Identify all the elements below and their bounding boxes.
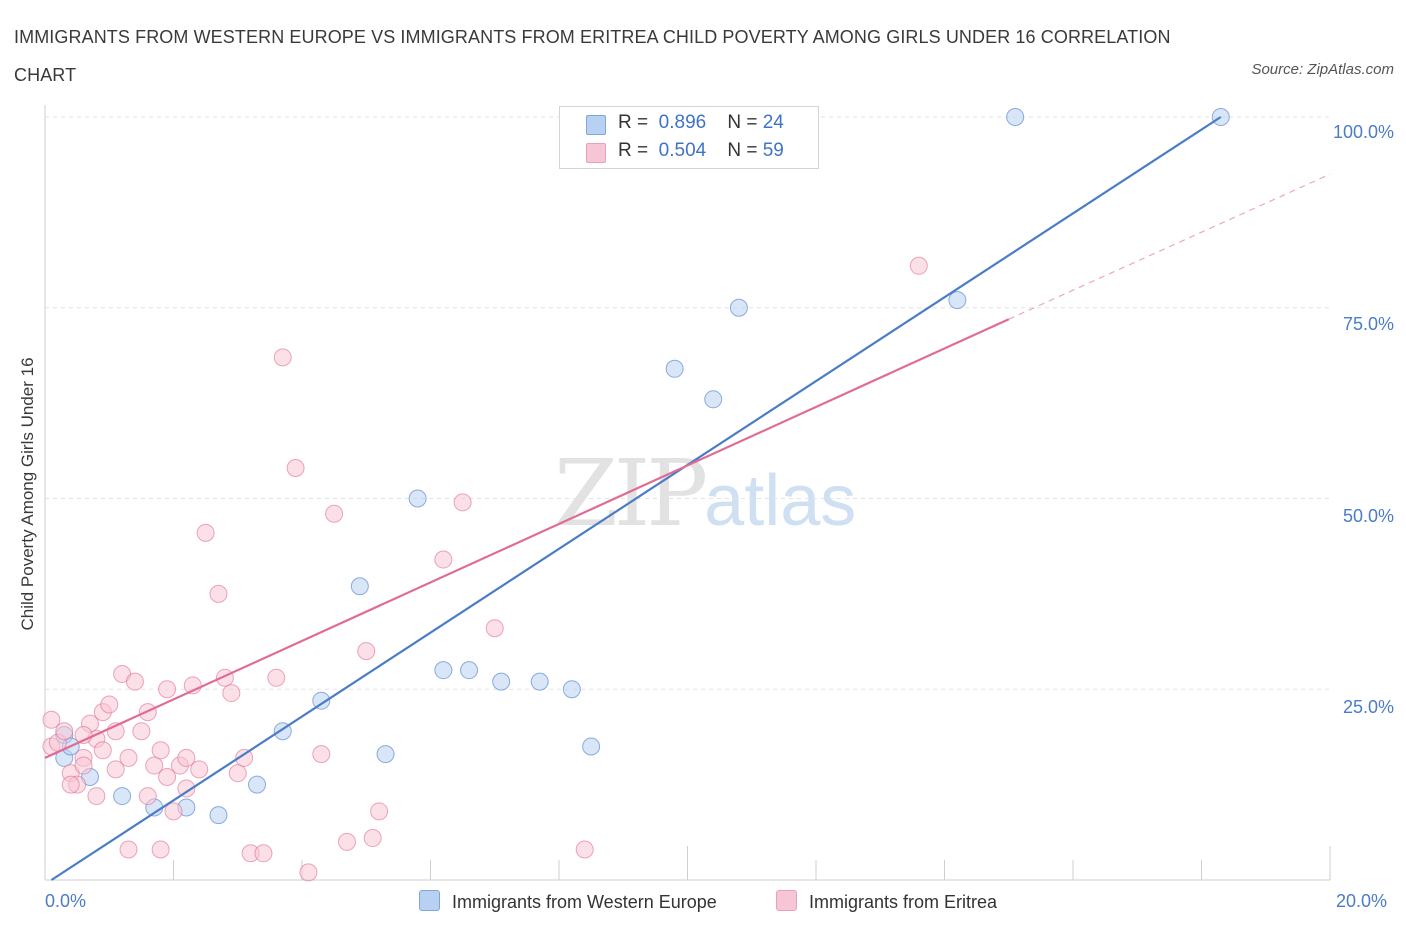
data-point-eritrea [190,760,209,779]
series-swatch-blue [586,115,606,135]
data-point-eritrea [209,584,228,603]
data-point-eritrea [235,748,254,767]
data-point-western-europe [1006,108,1025,126]
watermark-zip: ZIP [554,440,708,547]
source-label: Source: ZipAtlas.com [1251,61,1394,78]
legend-swatch-blue [419,890,440,911]
data-point-western-europe [408,489,427,508]
data-point-western-europe [376,745,395,764]
watermark: ZIPatlas [554,440,856,547]
data-point-western-europe [113,787,132,806]
legend-label: Immigrants from Western Europe [452,892,717,912]
data-point-eritrea [125,672,144,691]
watermark-atlas: atlas [704,461,857,541]
data-point-eritrea [453,493,472,512]
data-point-western-europe [350,577,369,596]
r-label: R = [618,140,649,161]
data-point-eritrea [357,642,376,661]
data-point-eritrea [106,760,125,779]
data-point-eritrea [299,863,318,882]
n-value: 24 [762,112,784,133]
data-point-eritrea [267,668,286,687]
n-label: N = [727,140,758,161]
data-point-eritrea [158,767,177,786]
n-value: 59 [762,140,784,161]
data-point-eritrea [61,775,80,794]
legend-label: Immigrants from Eritrea [809,892,998,912]
data-point-eritrea [100,695,119,714]
r-label: R = [618,112,649,133]
data-point-eritrea [909,256,928,275]
r-value: 0.504 [658,140,707,161]
data-point-eritrea [151,840,170,859]
data-point-eritrea [325,504,344,523]
data-point-eritrea [312,745,331,764]
data-point-western-europe [948,291,967,310]
data-point-eritrea [145,756,164,775]
data-point-eritrea [337,832,356,851]
trend-line-western-europe [50,116,1222,881]
data-point-eritrea [254,844,273,863]
y-axis-label: Child Poverty Among Girls Under 16 [18,357,37,631]
n-label: N = [727,112,758,133]
data-point-western-europe [434,661,453,680]
data-point-western-europe [248,775,267,794]
data-point-eritrea [158,680,177,699]
trend-line-eritrea [44,318,1010,759]
x-tick-label-max: 20.0% [1336,891,1388,911]
data-point-eritrea [286,458,305,477]
data-point-western-europe [665,359,684,378]
data-point-western-europe [460,661,479,680]
data-point-eritrea [370,802,389,821]
data-point-western-europe [562,680,581,699]
data-point-eritrea [119,840,138,859]
y-tick-label-25: 25.0% [1342,697,1394,717]
data-point-eritrea [74,756,93,775]
data-point-eritrea [55,722,74,741]
data-point-eritrea [434,550,453,569]
stats-legend-box: R = 0.896 N = 24 R = 0.504 N = 59 [559,106,819,169]
trend-line-eritrea-extension [1008,173,1331,320]
data-point-eritrea [42,710,61,729]
data-point-eritrea [485,619,504,638]
series-swatch-pink [586,143,606,163]
data-point-western-europe [704,390,723,409]
data-point-western-europe [582,737,601,756]
data-point-eritrea [87,787,106,806]
legend-item-western-europe[interactable]: Immigrants from Western Europe [419,890,717,913]
data-point-western-europe [209,806,228,825]
data-point-eritrea [119,748,138,767]
x-tick-label-min: 0.0% [45,891,87,911]
legend-item-eritrea[interactable]: Immigrants from Eritrea [776,890,997,913]
data-point-eritrea [93,741,112,760]
data-point-eritrea [138,787,157,806]
r-value: 0.896 [658,112,707,133]
y-tick-label-100: 100.0% [1332,122,1394,142]
data-point-eritrea [228,764,247,783]
data-point-eritrea [132,722,151,741]
data-point-eritrea [177,748,196,767]
data-point-western-europe [492,672,511,691]
data-point-western-europe [530,672,549,691]
y-tick-label-75: 75.0% [1342,314,1394,334]
data-point-western-europe [729,298,748,317]
legend-swatch-pink [776,890,797,911]
data-point-eritrea [273,348,292,367]
data-point-eritrea [196,523,215,542]
data-point-eritrea [575,840,594,859]
data-point-eritrea [222,684,241,703]
data-point-eritrea [164,802,183,821]
data-point-eritrea [151,741,170,760]
y-tick-label-50: 50.0% [1342,506,1394,526]
data-point-western-europe [312,691,331,710]
chart-title: IMMIGRANTS FROM WESTERN EUROPE VS IMMIGR… [14,27,1171,85]
data-point-eritrea [363,829,382,848]
data-point-eritrea [177,779,196,798]
